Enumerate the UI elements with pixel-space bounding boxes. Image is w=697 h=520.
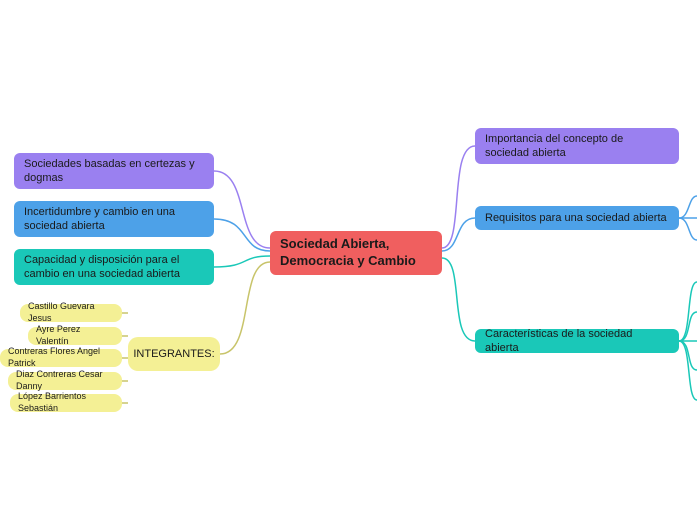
- branch-node[interactable]: Importancia del concepto de sociedad abi…: [475, 128, 679, 164]
- branch-node[interactable]: Capacidad y disposición para el cambio e…: [14, 249, 214, 285]
- node-label: Requisitos para una sociedad abierta: [485, 211, 667, 225]
- member-node[interactable]: López Barrientos Sebastián: [10, 394, 122, 412]
- member-label: Castillo Guevara Jesus: [28, 301, 114, 324]
- branch-node[interactable]: Incertidumbre y cambio en una sociedad a…: [14, 201, 214, 237]
- member-label: López Barrientos Sebastián: [18, 391, 114, 414]
- node-label: INTEGRANTES:: [133, 347, 214, 361]
- member-label: Contreras Flores Angel Patrick: [8, 346, 114, 369]
- member-label: Ayre Perez Valentín: [36, 324, 114, 347]
- node-label: Sociedades basadas en certezas y dogmas: [24, 157, 204, 186]
- node-label: Incertidumbre y cambio en una sociedad a…: [24, 205, 204, 234]
- branch-node[interactable]: Características de la sociedad abierta: [475, 329, 679, 353]
- node-label: Importancia del concepto de sociedad abi…: [485, 132, 669, 161]
- member-node[interactable]: Castillo Guevara Jesus: [20, 304, 122, 322]
- node-label: Características de la sociedad abierta: [485, 327, 669, 356]
- branch-node[interactable]: Sociedades basadas en certezas y dogmas: [14, 153, 214, 189]
- branch-node[interactable]: INTEGRANTES:: [128, 337, 220, 371]
- center-node[interactable]: Sociedad Abierta, Democracia y Cambio: [270, 231, 442, 275]
- member-node[interactable]: Ayre Perez Valentín: [28, 327, 122, 345]
- member-node[interactable]: Diaz Contreras Cesar Danny: [8, 372, 122, 390]
- branch-node[interactable]: Requisitos para una sociedad abierta: [475, 206, 679, 230]
- node-label: Capacidad y disposición para el cambio e…: [24, 253, 204, 282]
- member-node[interactable]: Contreras Flores Angel Patrick: [0, 349, 122, 367]
- member-label: Diaz Contreras Cesar Danny: [16, 369, 114, 392]
